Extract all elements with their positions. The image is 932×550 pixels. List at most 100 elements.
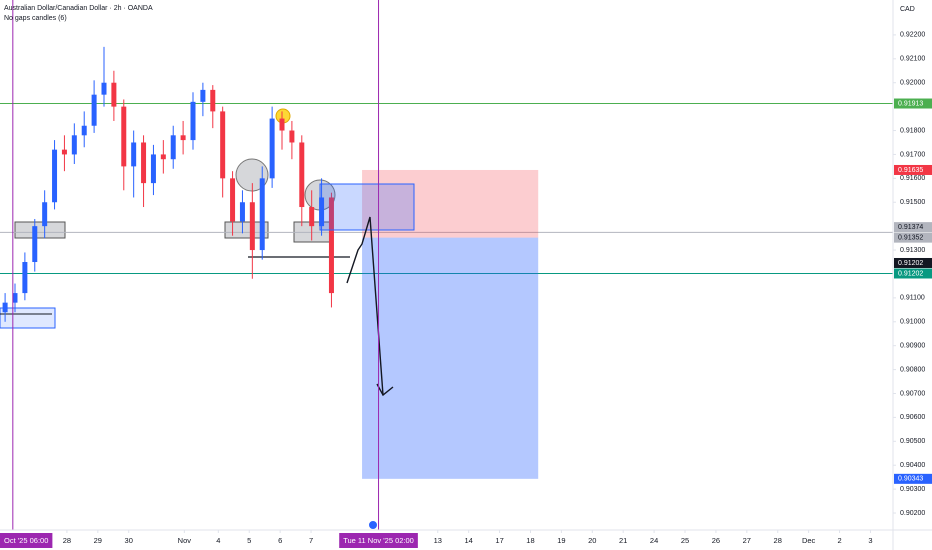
candle-body	[81, 125, 87, 136]
candle-body	[190, 101, 196, 141]
x-tick-label: 26	[712, 536, 720, 545]
currency-label: CAD	[900, 6, 915, 13]
y-tick-label: 0.90800	[900, 366, 925, 373]
candle-body	[2, 302, 8, 313]
x-tick-label: 2	[837, 536, 841, 545]
x-tick-label: 20	[588, 536, 596, 545]
candle-body	[259, 178, 265, 251]
candle-body	[319, 197, 325, 227]
chart-subtitle: No gaps candles (6)	[4, 15, 67, 22]
time-marker-label: Tue 11 Nov '25 02:00	[343, 536, 414, 545]
price-badge	[894, 473, 932, 484]
time-marker-box	[0, 533, 53, 548]
candle-body	[289, 130, 295, 143]
x-tick-label: 18	[526, 536, 534, 545]
time-marker-label: Oct '25 06:00	[4, 536, 48, 545]
plot: 0.92200 0.92100 0.92000 0.91800 0.91700 0.916…	[0, 32, 925, 545]
x-tick-label: 21	[619, 536, 627, 545]
x-tick-label: Nov	[178, 536, 192, 545]
target-zone	[362, 237, 539, 479]
y-tick-label: 0.90600	[900, 414, 925, 421]
price-badge-label: 0.91635	[898, 167, 923, 174]
candle-body	[91, 94, 97, 126]
candle-body	[141, 142, 147, 184]
y-tick-label: 0.92100	[900, 56, 925, 63]
x-tick-label: 14	[465, 536, 473, 545]
x-tick-label: 3	[868, 536, 872, 545]
price-badge	[894, 232, 932, 243]
x-tick-label: 7	[309, 536, 313, 545]
x-tick-label: 6	[278, 536, 282, 545]
y-tick-label: 0.91500	[900, 199, 925, 206]
x-tick-label: 28	[774, 536, 782, 545]
candle-body	[121, 106, 127, 167]
candle-body	[309, 207, 315, 227]
y-tick-label: 0.90300	[900, 486, 925, 493]
stop-zone	[362, 169, 539, 238]
candle-body	[111, 82, 117, 107]
candle-body	[299, 142, 305, 208]
candle-body	[160, 154, 166, 160]
candle-body	[131, 142, 137, 167]
y-tick-label: 0.91700	[900, 151, 925, 158]
candle-body	[180, 135, 186, 141]
x-tick-label: 30	[125, 536, 133, 545]
price-badge-label: 0.91352	[898, 234, 923, 241]
price-badge-label: 0.91202	[898, 270, 923, 277]
y-tick-label: 0.90200	[900, 510, 925, 517]
x-tick-label: 28	[63, 536, 71, 545]
candle-body	[200, 89, 206, 102]
y-tick-label: 0.92200	[900, 32, 925, 39]
y-tick-label: 0.91300	[900, 247, 925, 254]
zone-box	[319, 183, 415, 231]
x-tick-label: Dec	[802, 536, 816, 545]
zone-box	[0, 307, 56, 329]
zone-box	[14, 221, 66, 239]
overlay	[12, 0, 415, 530]
candle-body	[279, 118, 285, 131]
price-badge-label: 0.91202	[898, 260, 923, 267]
price-badge-label: 0.90343	[898, 476, 923, 483]
price-badge	[894, 222, 932, 233]
y-tick-label: 0.90500	[900, 438, 925, 445]
candle-body	[210, 89, 216, 112]
zone-box	[224, 221, 269, 239]
x-tick-label: 29	[94, 536, 102, 545]
y-tick-label: 0.90700	[900, 390, 925, 397]
candle-body	[150, 154, 156, 184]
x-tick-label: 17	[495, 536, 503, 545]
y-tick-label: 0.90900	[900, 343, 925, 350]
price-badge	[894, 268, 932, 279]
x-tick-label: 19	[557, 536, 565, 545]
price-badge	[894, 98, 932, 109]
y-tick-label: 0.91800	[900, 127, 925, 134]
candle-body	[220, 111, 226, 179]
candle-body	[328, 197, 334, 294]
x-tick-label: 13	[434, 536, 442, 545]
candle-body	[230, 178, 236, 222]
price-badge-label: 0.91913	[898, 100, 923, 107]
candle-body	[12, 293, 18, 303]
candle-body	[32, 226, 38, 263]
price-badge-label: 0.91374	[898, 224, 923, 231]
candle-body	[61, 149, 67, 155]
price-badge	[894, 257, 932, 268]
y-tick-label: 0.90400	[900, 462, 925, 469]
candle-body	[170, 135, 176, 160]
y-tick-label: 0.92000	[900, 80, 925, 87]
x-tick-label: 27	[743, 536, 751, 545]
candle-body	[22, 262, 28, 294]
y-tick-label: 0.91100	[900, 295, 925, 302]
candle-body	[101, 82, 107, 95]
chart-title: Australian Dollar/Canadian Dollar · 2h ·…	[4, 5, 153, 12]
x-tick-label: 4	[216, 536, 220, 545]
candle-body	[71, 135, 77, 155]
x-tick-label: 5	[247, 536, 251, 545]
price-badge	[894, 164, 932, 175]
y-tick-label: 0.91600	[900, 175, 925, 182]
candle-body	[239, 202, 245, 222]
candle-body	[249, 202, 255, 251]
